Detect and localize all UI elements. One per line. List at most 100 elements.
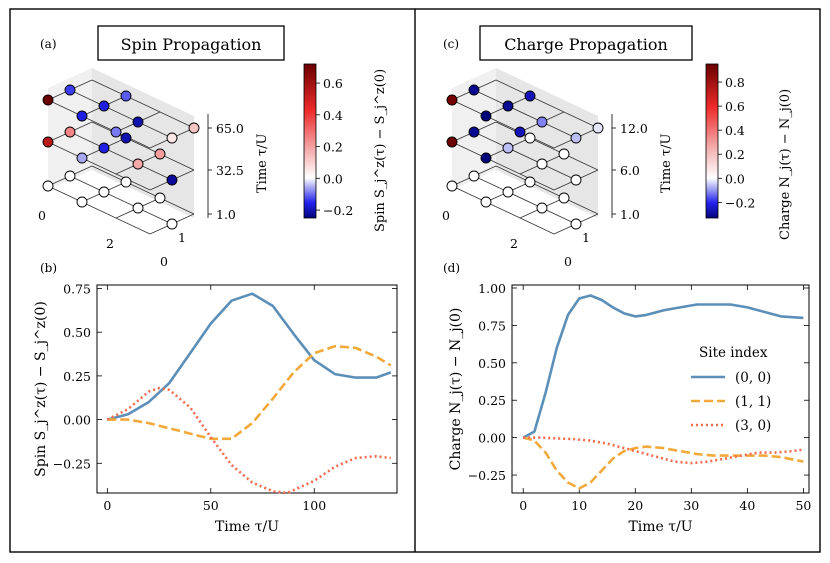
grid-line [495, 79, 599, 129]
site-marker [132, 202, 144, 214]
site-marker [514, 126, 526, 138]
site-marker [76, 110, 88, 122]
site-marker [42, 136, 54, 148]
site-marker [446, 94, 458, 106]
colorbar-tick-label: 0.8 [725, 75, 745, 90]
grid-line [69, 175, 173, 225]
panel-label-c: (c) [443, 37, 459, 51]
site-marker [120, 90, 132, 102]
grid-line [451, 99, 555, 149]
site-marker [154, 148, 166, 160]
charge-colorbar [705, 63, 719, 219]
grid-line [473, 89, 577, 139]
colorbar-tick-label: 0.0 [725, 171, 745, 186]
z-tick-label: 1.0 [216, 207, 236, 222]
site-marker [120, 132, 132, 144]
y-tick-label: 0.50 [63, 325, 91, 340]
series-line-1 [106, 292, 392, 421]
grid-line [69, 89, 173, 139]
site-marker [166, 218, 178, 230]
site-marker [132, 116, 144, 128]
site-marker [524, 90, 536, 102]
site-marker [132, 158, 144, 170]
series-line-2 [522, 436, 804, 490]
panel-label-a: (a) [40, 37, 57, 51]
spin-title-box [97, 25, 285, 61]
site-marker [446, 180, 458, 192]
colorbar-tick-label: 0.4 [725, 123, 745, 138]
site-marker [536, 116, 548, 128]
site-marker [570, 218, 582, 230]
colorbar-tick-label: 0.0 [323, 171, 343, 186]
y-axis-label: Charge N_j(τ) − N_j(0) [448, 308, 464, 471]
site-marker [154, 192, 166, 204]
charge-title: Charge Propagation [504, 35, 668, 54]
colorbar-tick-label: 0.2 [725, 147, 745, 162]
z-axis-label: Time τ/U [659, 133, 674, 193]
charge-colorbar-label: Charge N_j(τ) − N_j(0) [778, 89, 793, 240]
grid-line [495, 165, 599, 215]
site-marker [524, 176, 536, 188]
y-tick-label: 1.00 [478, 281, 506, 296]
grid-line [91, 121, 195, 171]
site-marker [502, 142, 514, 154]
panel-label-b: (b) [40, 261, 57, 275]
site-marker [446, 136, 458, 148]
y-tick-label: 0.00 [63, 413, 91, 428]
x-tick-label: 100 [302, 498, 326, 513]
x-axis-label: Time τ/U [215, 519, 279, 535]
y-tick-label: 0 [564, 254, 572, 269]
x-tick-label: 30 [683, 498, 699, 513]
grid-line [451, 141, 555, 191]
legend-title: Site index [699, 345, 768, 361]
site-marker [42, 94, 54, 106]
x-tick-label: 50 [795, 498, 811, 513]
y-tick-label: 1 [582, 230, 590, 245]
site-marker [570, 174, 582, 186]
site-marker [64, 84, 76, 96]
grid-line [91, 79, 195, 129]
grid-line [91, 165, 195, 215]
site-marker [64, 126, 76, 138]
site-marker [76, 196, 88, 208]
colorbar-tick-label: −0.2 [725, 195, 755, 210]
site-marker [98, 186, 110, 198]
z-tick-label: 6.0 [620, 163, 640, 178]
site-marker [120, 176, 132, 188]
x-tick-label: 20 [627, 498, 643, 513]
x-axis-label: Time τ/U [628, 519, 692, 535]
site-marker [536, 158, 548, 170]
site-marker [76, 152, 88, 164]
legend-label: (1, 1) [735, 394, 771, 410]
y-tick-label: 0 [160, 254, 168, 269]
x-tick-label: 10 [571, 498, 587, 513]
y-tick-label: 0.75 [478, 318, 506, 333]
y-tick-label: 1 [178, 230, 186, 245]
series-line-1 [522, 294, 804, 439]
panel-label-d: (d) [443, 261, 460, 275]
z-tick-label: 32.5 [216, 163, 244, 178]
z-axis-label: Time τ/U [255, 133, 270, 193]
x-tick-label: 50 [203, 498, 219, 513]
site-marker [166, 174, 178, 186]
plot-frame [96, 284, 398, 494]
site-marker [468, 170, 480, 182]
colorbar-tick-label: 0.4 [323, 108, 343, 123]
grid-line [47, 185, 151, 235]
site-marker [524, 132, 536, 144]
charge-title-box [479, 25, 693, 61]
plot-frame [511, 284, 810, 494]
grid-line [47, 141, 151, 191]
site-marker [188, 122, 200, 134]
grid-line [47, 99, 151, 149]
x-tick-label: 2 [106, 236, 114, 251]
charge-colorbar-ticks: 0.8 0.6 0.4 0.2 0.0 −0.2 [718, 75, 755, 210]
grid-line [473, 175, 577, 225]
site-marker [110, 126, 122, 138]
grid-line [69, 131, 173, 181]
y-tick-label: 0.75 [63, 281, 91, 296]
z-tick-label: 12.0 [620, 121, 648, 136]
x-tick-label: 0 [103, 498, 111, 513]
